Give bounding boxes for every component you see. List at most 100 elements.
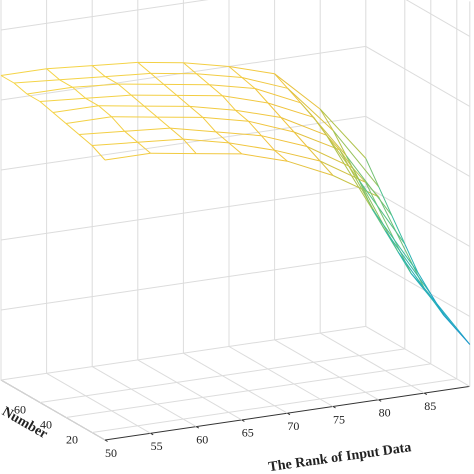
y-tick-label: 20 xyxy=(66,432,78,446)
x-tick-label: 70 xyxy=(287,419,299,433)
mesh-edge xyxy=(59,76,106,81)
mesh-edge xyxy=(183,138,229,144)
x-tick-label: 60 xyxy=(196,432,208,446)
x-tick-label: 50 xyxy=(105,446,117,460)
mesh-edge xyxy=(0,68,47,76)
mesh-edge xyxy=(241,77,256,89)
mesh-edge xyxy=(202,116,249,122)
mesh-edge xyxy=(326,135,373,210)
mesh-edge xyxy=(150,73,165,85)
mesh-edge xyxy=(365,158,380,188)
grid-line xyxy=(274,339,379,401)
mesh-edge xyxy=(287,160,334,176)
tick-mark xyxy=(195,426,200,429)
grid-line xyxy=(91,378,457,433)
wall-grid xyxy=(0,0,471,37)
mesh-edge xyxy=(209,84,223,97)
mesh-edge xyxy=(443,315,458,331)
wall-grid xyxy=(0,185,471,247)
mesh-edge xyxy=(378,186,393,216)
wall-grid xyxy=(0,115,471,177)
mesh-edge xyxy=(46,68,60,81)
mesh-edge xyxy=(26,93,41,102)
mesh-edge xyxy=(78,130,125,135)
mesh-edge xyxy=(274,73,321,110)
mesh-edge xyxy=(39,97,86,102)
mesh-edge xyxy=(248,120,295,133)
mesh-edge xyxy=(46,65,93,70)
mesh-edge xyxy=(124,130,138,143)
mesh-edge xyxy=(65,116,112,124)
mesh-edge xyxy=(293,131,308,147)
mesh-edge xyxy=(280,117,327,136)
mesh-edge xyxy=(423,287,471,345)
mesh-edge xyxy=(117,83,132,96)
mesh-edge xyxy=(267,102,282,118)
mesh-edge xyxy=(215,131,230,144)
mesh-edge xyxy=(196,73,243,78)
mesh-edge xyxy=(196,73,210,86)
mesh-edge xyxy=(163,84,178,96)
mesh-edge xyxy=(156,116,171,129)
mesh-edge xyxy=(456,329,471,345)
y-tick-label: 40 xyxy=(40,417,52,431)
mesh-edge xyxy=(384,230,432,295)
mesh-edge xyxy=(287,87,334,131)
mesh-edge xyxy=(222,95,236,111)
mesh-edge xyxy=(72,86,86,99)
mesh-edge xyxy=(85,94,132,99)
mesh-edge xyxy=(169,127,184,140)
mesh-edge xyxy=(371,208,419,273)
x-tick-label: 80 xyxy=(379,406,391,420)
mesh-edge xyxy=(92,61,138,67)
mesh-edge xyxy=(274,73,288,89)
mesh-edge xyxy=(235,109,282,118)
mesh-edge xyxy=(183,62,230,67)
tick-mark xyxy=(332,406,336,409)
mesh-edge xyxy=(91,141,138,146)
mesh-edge xyxy=(65,123,80,135)
mesh-edge xyxy=(358,180,406,245)
mesh-edge xyxy=(91,65,106,77)
mesh-edge xyxy=(98,105,112,118)
mesh-edge xyxy=(430,293,445,316)
mesh-edge xyxy=(241,153,288,162)
mesh-edge xyxy=(261,135,308,147)
mesh-edge xyxy=(352,167,366,183)
mesh-edge xyxy=(91,145,106,161)
mesh-edge xyxy=(182,138,197,154)
mesh-edge xyxy=(254,88,301,104)
mesh-edge xyxy=(39,101,54,113)
mesh-edge xyxy=(261,135,275,151)
mesh-edge xyxy=(228,142,275,151)
mesh-edge xyxy=(85,97,99,107)
mesh-edge xyxy=(130,94,145,107)
mesh-edge xyxy=(300,102,347,156)
mesh-edge xyxy=(365,182,412,274)
mesh-edge xyxy=(306,146,353,169)
mesh-edge xyxy=(306,146,321,162)
mesh-edge xyxy=(124,127,171,132)
x-tick-label: 55 xyxy=(151,439,163,453)
tick-mark xyxy=(423,392,428,396)
mesh-edge xyxy=(332,130,347,156)
mesh-edge xyxy=(104,76,119,85)
mesh-edge xyxy=(358,180,373,210)
grid-line xyxy=(137,359,243,421)
mesh-edge xyxy=(267,102,314,118)
box-edge xyxy=(365,325,471,387)
mesh-edge xyxy=(404,243,419,273)
x-axis-label: The Rank of Input Data xyxy=(268,440,413,474)
mesh-edge xyxy=(0,75,15,84)
mesh-edge xyxy=(215,131,262,137)
mesh-edge xyxy=(202,117,217,133)
mesh-edge xyxy=(52,112,67,124)
grid xyxy=(0,0,471,442)
mesh-edge xyxy=(417,272,432,295)
grid-line xyxy=(39,348,405,403)
mesh-edge xyxy=(59,79,73,88)
grid-line xyxy=(65,363,431,418)
mesh-edge xyxy=(143,105,158,118)
mesh-edge xyxy=(248,120,262,137)
